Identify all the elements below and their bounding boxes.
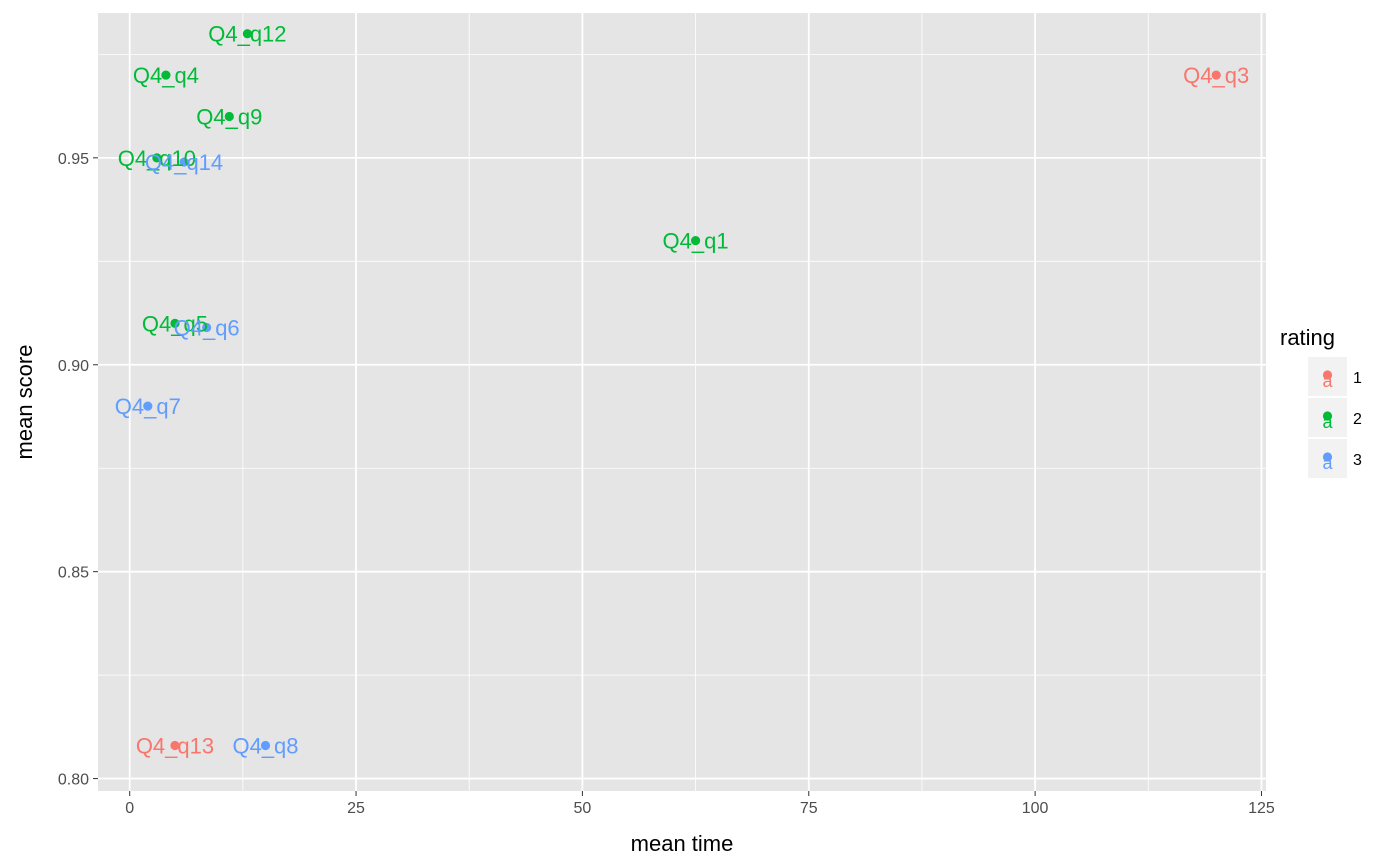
legend-key-point xyxy=(1322,370,1333,380)
y-tick-labels: 0.80 0.85 0.90 0.95 xyxy=(58,151,89,789)
point-label: Q4_q3 xyxy=(1183,63,1249,88)
axis-ticks xyxy=(93,157,1262,796)
legend-label: 3 xyxy=(1353,452,1362,469)
legend-key-point xyxy=(1322,411,1333,421)
data-point xyxy=(202,322,212,333)
point-label: Q4_q1 xyxy=(663,229,729,254)
x-tick-label: 0 xyxy=(125,800,134,817)
minor-grid xyxy=(98,13,1266,791)
y-tick-label: 0.80 xyxy=(58,772,89,789)
legend-key-point xyxy=(1322,452,1333,462)
y-tick-label: 0.95 xyxy=(58,151,89,168)
data-points xyxy=(143,29,1221,751)
x-tick-label: 100 xyxy=(1022,800,1049,817)
point-label: Q4_q14 xyxy=(145,150,223,175)
plot-panel xyxy=(98,13,1266,791)
data-point xyxy=(179,157,189,167)
point-label: Q4_q12 xyxy=(208,22,286,47)
legend-key-glyph: a xyxy=(1322,412,1333,432)
data-point xyxy=(161,70,171,80)
y-tick-label: 0.90 xyxy=(58,358,89,375)
data-point xyxy=(690,236,701,246)
point-label: Q4_q8 xyxy=(232,733,298,758)
data-point xyxy=(170,318,180,328)
legend: rating a 1 a 2 a 3 xyxy=(1280,325,1362,478)
point-label: Q4_q13 xyxy=(136,733,214,758)
point-label: Q4_q5 xyxy=(142,311,208,336)
data-point xyxy=(1211,70,1221,80)
x-tick-label: 75 xyxy=(800,800,818,817)
y-tick-label: 0.85 xyxy=(58,565,89,582)
legend-label: 2 xyxy=(1353,411,1362,428)
data-point xyxy=(224,111,234,122)
point-label: Q4_q7 xyxy=(115,394,181,419)
x-tick-label: 25 xyxy=(347,800,365,817)
point-label: Q4_q4 xyxy=(133,63,199,88)
y-axis-title: mean score xyxy=(12,345,37,460)
point-label: Q4_q9 xyxy=(196,104,262,129)
point-label: Q4_q6 xyxy=(174,316,240,341)
data-point xyxy=(170,740,180,751)
x-tick-labels: 0 25 50 75 100 125 xyxy=(125,800,1275,817)
data-point xyxy=(152,153,162,163)
legend-key-glyph: a xyxy=(1322,453,1333,473)
x-tick-label: 50 xyxy=(574,800,592,817)
x-tick-label: 125 xyxy=(1248,800,1275,817)
legend-title: rating xyxy=(1280,325,1335,350)
data-point xyxy=(260,740,271,751)
legend-key-glyph: a xyxy=(1322,371,1333,391)
x-axis-title: mean time xyxy=(631,831,734,856)
point-label: Q4_q10 xyxy=(118,146,196,171)
data-point xyxy=(242,29,252,39)
legend-label: 1 xyxy=(1353,370,1362,387)
major-grid xyxy=(98,13,1266,791)
data-point xyxy=(143,401,153,411)
